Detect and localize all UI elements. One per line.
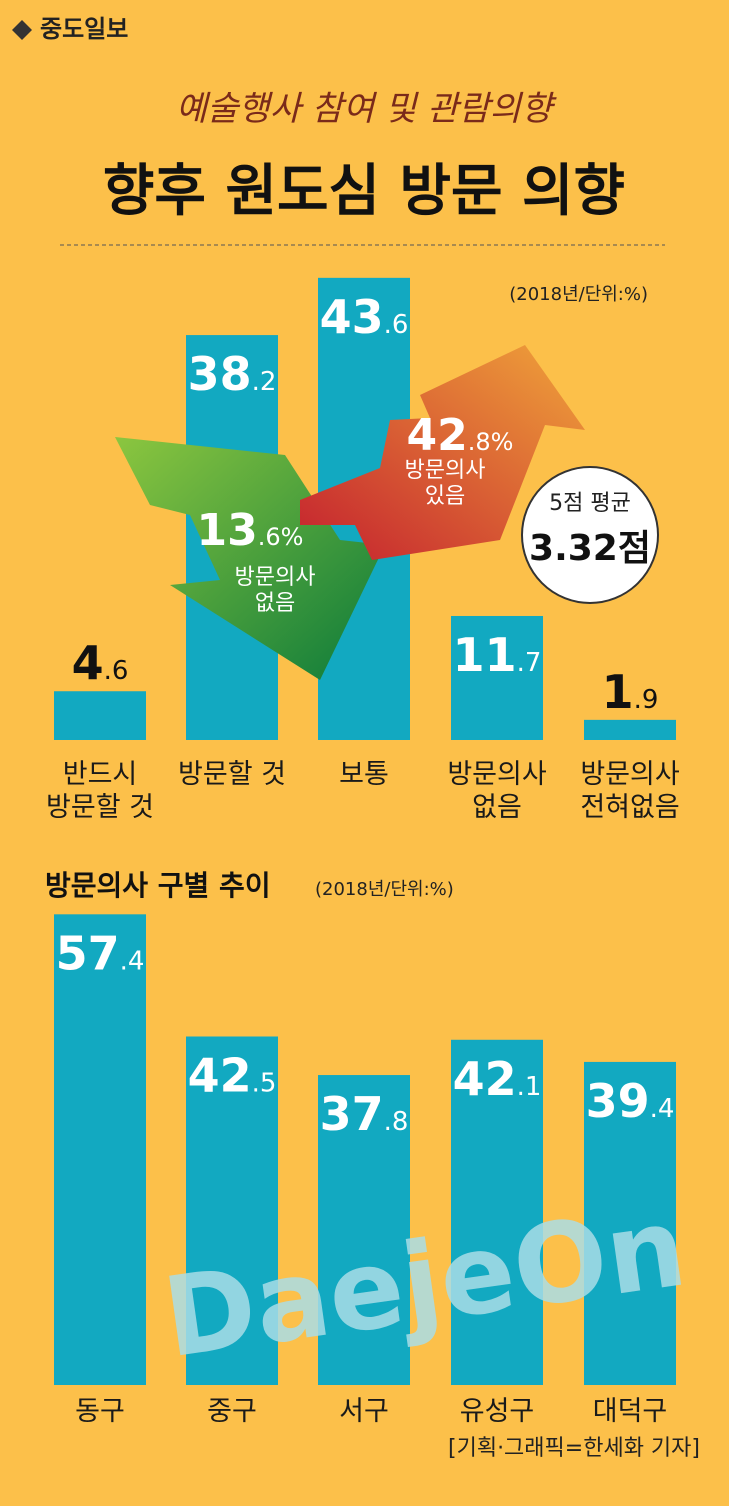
x-tick-label: 대덕구 — [592, 1396, 668, 1427]
arrow-down — [115, 437, 385, 680]
annotation-label: 방문의사 있음 — [404, 458, 486, 509]
x-tick-label: 방문의사 없음 — [447, 759, 547, 823]
value-label: 42.5 — [188, 1049, 277, 1103]
mean-value: 3.32점 — [529, 528, 651, 569]
x-tick-label: 방문할 것 — [178, 759, 286, 790]
bar — [318, 1075, 410, 1385]
value-label: 43.6 — [320, 290, 409, 344]
value-label: 57.4 — [56, 926, 145, 980]
bar — [54, 691, 146, 740]
bar — [584, 719, 676, 740]
value-label: 42.1 — [453, 1052, 542, 1106]
value-label: 38.2 — [188, 347, 277, 401]
value-label: 39.4 — [586, 1074, 675, 1128]
value-label: 1.9 — [602, 665, 659, 719]
chart2-title: 방문의사 구별 추이 — [45, 869, 271, 902]
x-tick-label: 보통 — [339, 759, 389, 790]
unit: (2018년/단위:%) — [315, 879, 454, 900]
annotation-value: 13.6% — [197, 505, 304, 556]
credit: [기획·그래픽=한세화 기자] — [448, 1436, 700, 1461]
logo: 중도일보 — [40, 15, 128, 43]
value-label: 4.6 — [72, 636, 129, 690]
logo-mark — [12, 20, 32, 40]
x-tick-label: 중구 — [207, 1396, 257, 1427]
kicker: 예술행사 참여 및 관람의향 — [176, 89, 557, 129]
bar — [451, 1039, 543, 1385]
mean-badge — [521, 466, 659, 604]
unit: (2018년/단위:%) — [509, 284, 648, 305]
x-tick-label: 반드시 방문할 것 — [46, 759, 154, 823]
x-tick-label: 유성구 — [459, 1396, 535, 1427]
bar — [584, 1061, 676, 1385]
main-title: 향후 원도심 방문 의향 — [103, 159, 625, 224]
arrow-up — [300, 345, 585, 560]
bar — [451, 615, 543, 740]
bar — [186, 1036, 278, 1385]
x-tick-label: 서구 — [339, 1396, 389, 1427]
annotation-value: 42.8% — [407, 410, 514, 461]
x-tick-label: 동구 — [75, 1396, 125, 1427]
x-tick-label: 방문의사 전혀없음 — [580, 759, 680, 823]
annotation-label: 방문의사 없음 — [234, 565, 316, 616]
value-label: 11.7 — [453, 628, 542, 682]
value-label: 37.8 — [320, 1087, 409, 1141]
bar — [54, 914, 146, 1385]
mean-label: 5점 평균 — [549, 491, 631, 516]
